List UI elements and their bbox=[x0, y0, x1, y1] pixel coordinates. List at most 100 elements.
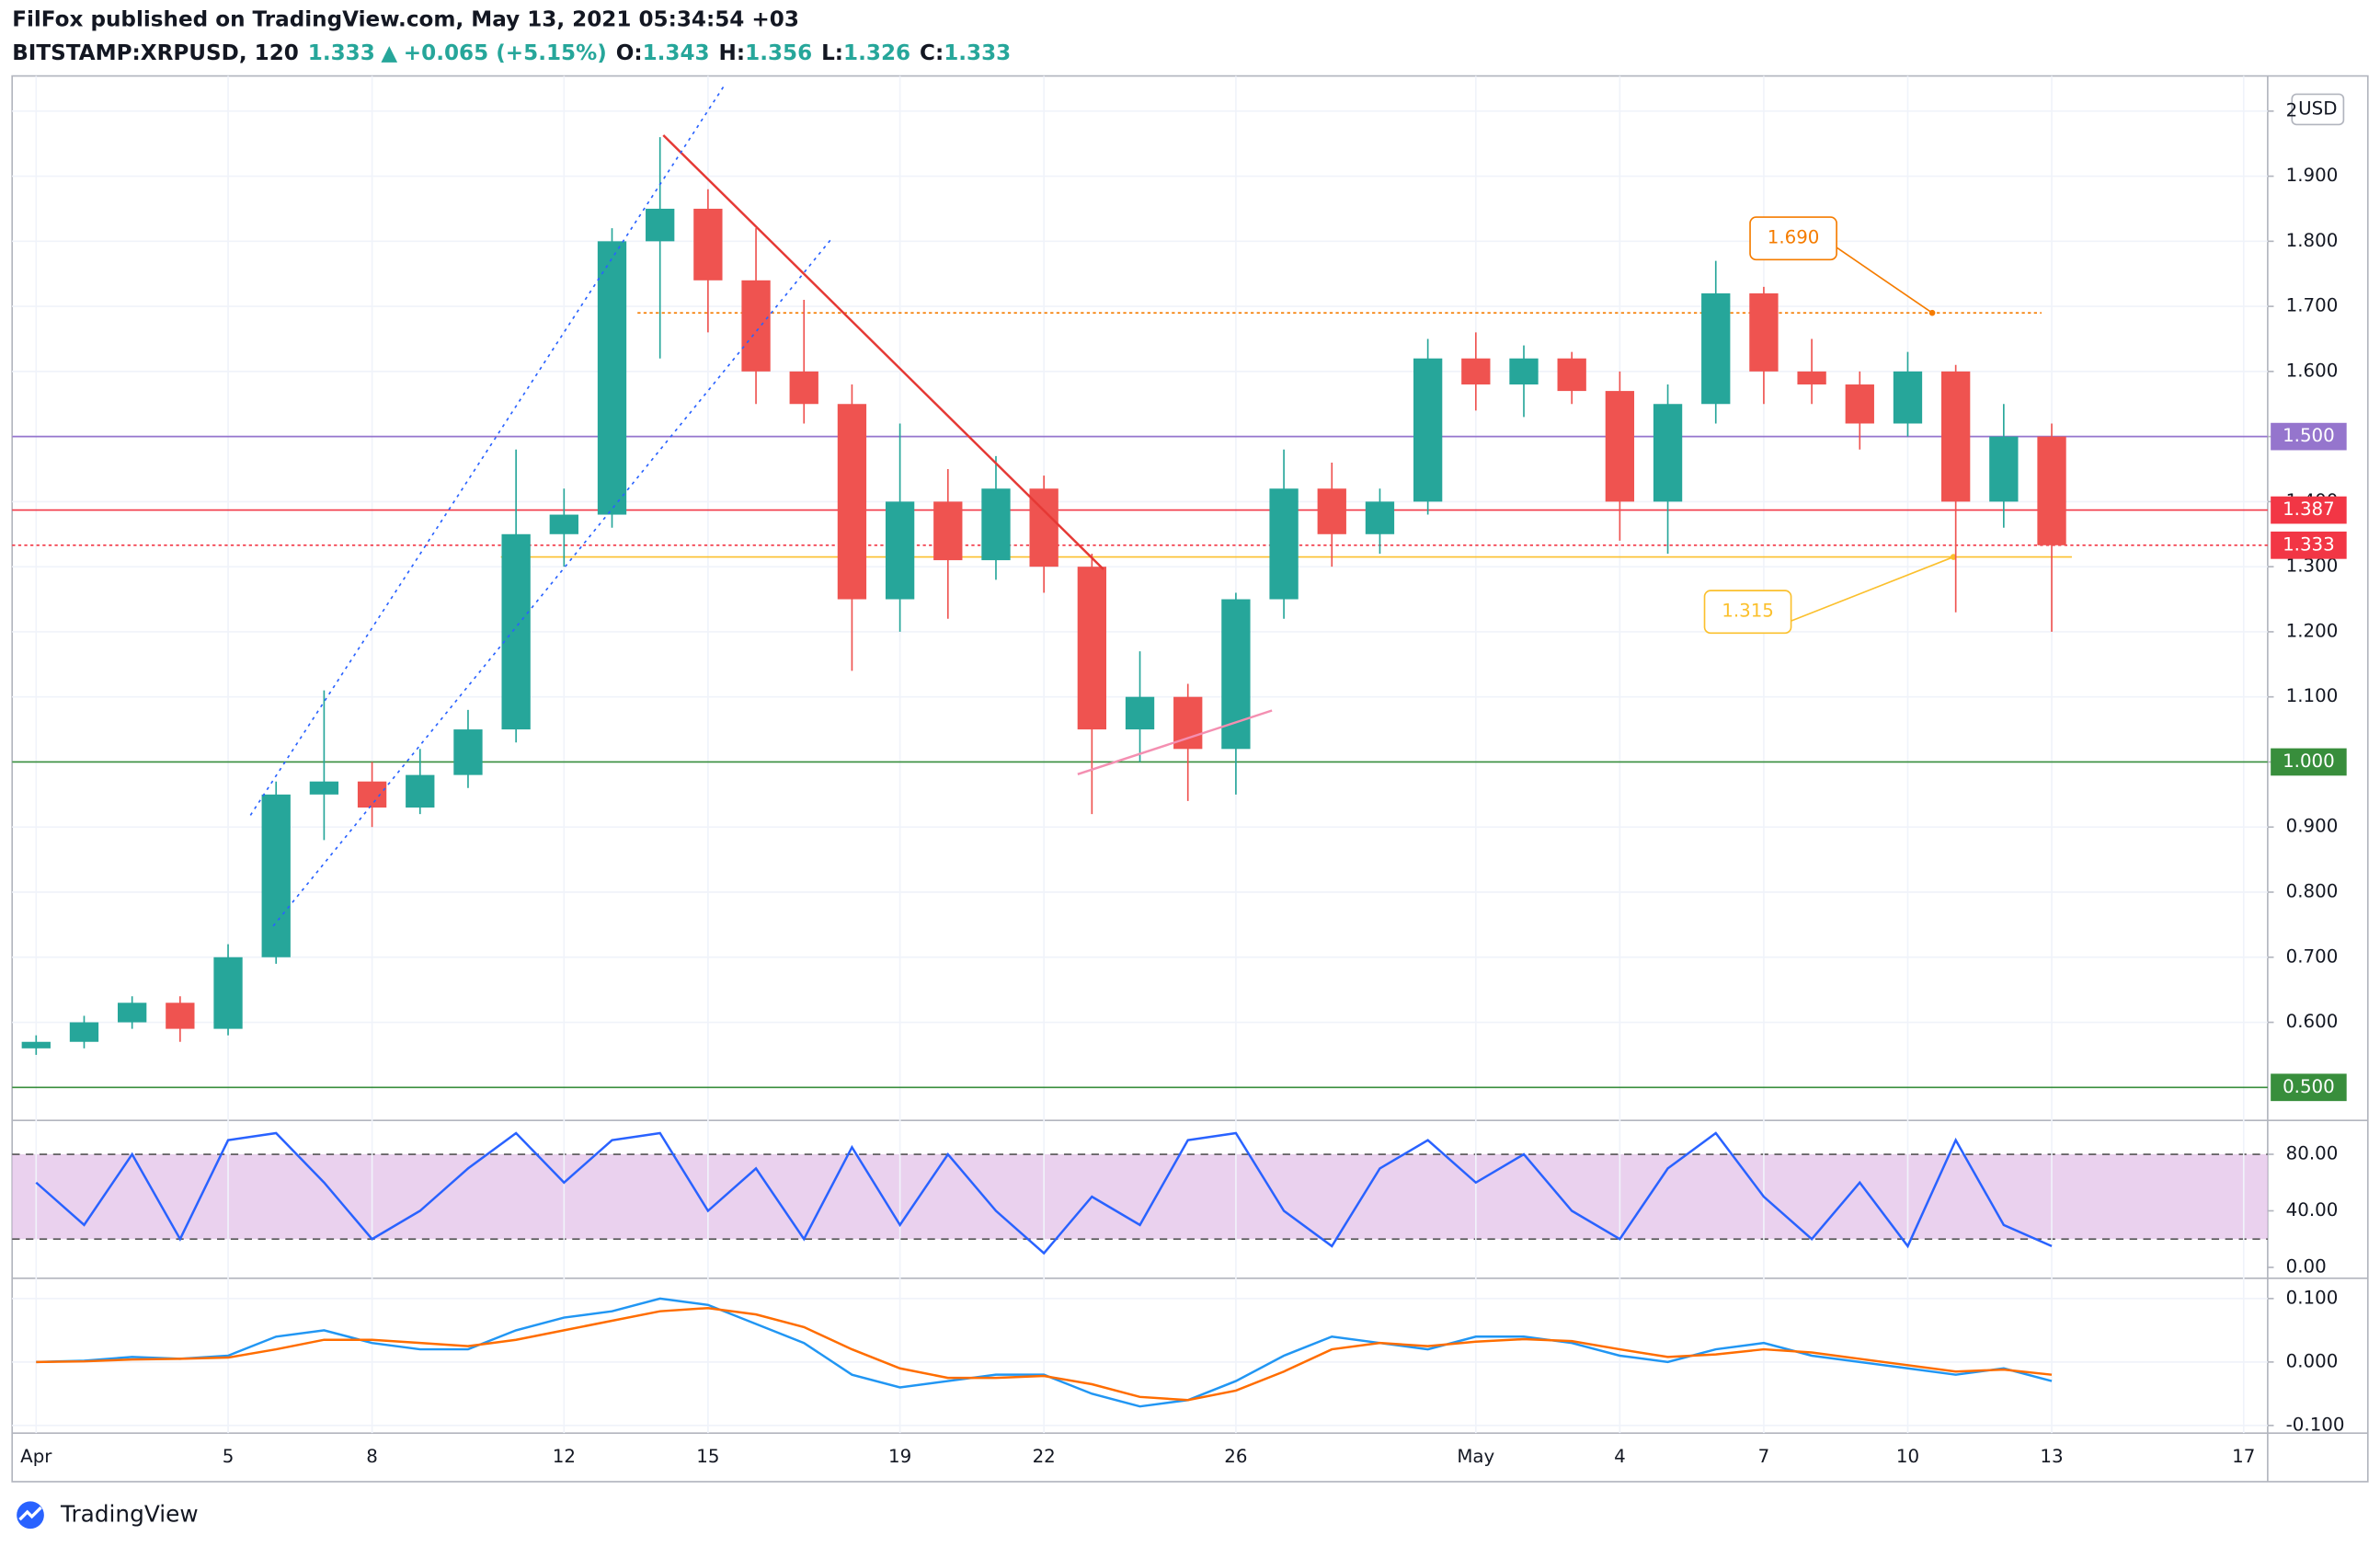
candle-body bbox=[837, 404, 867, 600]
low-value: 1.326 bbox=[843, 40, 910, 64]
close-value: 1.333 bbox=[944, 40, 1011, 64]
drawings bbox=[249, 83, 1273, 927]
candle-body bbox=[981, 488, 1011, 561]
candle-body bbox=[1269, 488, 1299, 600]
y-tick-label: 0.100 bbox=[2286, 1287, 2339, 1308]
candle-body bbox=[1221, 599, 1251, 750]
candle-body bbox=[213, 957, 243, 1029]
candle-body bbox=[21, 1041, 51, 1049]
support-line bbox=[1077, 709, 1273, 776]
candle-body bbox=[1845, 384, 1874, 424]
y-tick-label: 1.200 bbox=[2286, 620, 2339, 641]
high-value: 1.356 bbox=[745, 40, 812, 64]
candle-body bbox=[597, 241, 627, 515]
y-tick-label: -0.100 bbox=[2286, 1414, 2345, 1435]
candle-body bbox=[501, 533, 531, 730]
low-label: L: bbox=[821, 40, 843, 64]
candle-body bbox=[1797, 371, 1826, 385]
callout-box bbox=[1703, 590, 1792, 635]
currency: USD bbox=[2298, 97, 2337, 119]
candle-body bbox=[2037, 436, 2066, 545]
candle-body bbox=[1365, 501, 1395, 534]
symbol-line: BITSTAMP:XRPUSD, 120 1.333 ▲ +0.065 (+5.15%… bbox=[12, 40, 1011, 64]
x-tick-label: 26 bbox=[1224, 1446, 1247, 1467]
candle-body bbox=[1509, 358, 1539, 385]
x-tick-label: 4 bbox=[1614, 1446, 1626, 1467]
stoch-line bbox=[35, 1131, 2053, 1255]
candle-body bbox=[1605, 391, 1635, 502]
x-tick-label: 7 bbox=[1758, 1446, 1770, 1467]
x-tick-label: May bbox=[1457, 1446, 1494, 1467]
macd-line bbox=[36, 1297, 2053, 1408]
level-tag bbox=[2271, 531, 2347, 559]
candle-body bbox=[1317, 488, 1346, 534]
callout-leader bbox=[1836, 246, 1933, 314]
close-label: C: bbox=[920, 40, 944, 64]
footer-brand: TradingView bbox=[60, 1500, 199, 1527]
x-tick-label: 10 bbox=[1896, 1446, 1919, 1467]
y-tick-label: 0.00 bbox=[2286, 1255, 2327, 1277]
last-price: 1.333 bbox=[308, 40, 375, 64]
x-tick-label: 19 bbox=[888, 1446, 911, 1467]
byline-text: FilFox published on TradingView.com, May… bbox=[12, 7, 799, 31]
level-tag-label: 0.500 bbox=[2283, 1076, 2335, 1097]
candle-body bbox=[1989, 436, 2019, 502]
signal-line bbox=[36, 1306, 2053, 1402]
candle-body bbox=[1557, 358, 1586, 392]
chart-frame bbox=[11, 74, 2369, 1483]
y-tick-label: 0.700 bbox=[2286, 945, 2339, 967]
candle-body bbox=[406, 774, 435, 808]
open-value: 1.343 bbox=[643, 40, 710, 64]
change-arrow: ▲ bbox=[381, 40, 397, 64]
level-tag-label: 1.000 bbox=[2283, 751, 2335, 772]
candle-body bbox=[261, 794, 291, 957]
candle-body bbox=[1125, 696, 1155, 730]
y-tick-label: 1.700 bbox=[2286, 295, 2339, 316]
candle-body bbox=[309, 781, 339, 795]
candle-body bbox=[166, 1003, 195, 1029]
candle-body bbox=[1701, 292, 1731, 405]
y-tick-label: 0.800 bbox=[2286, 880, 2339, 901]
currency-button[interactable] bbox=[2291, 93, 2345, 126]
change: +0.065 (+5.15%) bbox=[404, 40, 607, 64]
x-tick-label: 5 bbox=[223, 1446, 235, 1467]
y-tick-label: 1.300 bbox=[2286, 556, 2339, 577]
level-tag bbox=[2271, 1073, 2347, 1102]
candle-body bbox=[1893, 371, 1923, 424]
trend-line bbox=[662, 134, 1104, 570]
candle-body bbox=[453, 729, 483, 775]
y-tick-label: 0.600 bbox=[2286, 1011, 2339, 1032]
candle-body bbox=[1653, 404, 1683, 502]
y-tick-label: 0.000 bbox=[2286, 1350, 2339, 1371]
candle-body bbox=[1461, 358, 1491, 385]
callout-box bbox=[1749, 216, 1837, 261]
candle-body bbox=[1749, 292, 1779, 372]
candle-body bbox=[1413, 358, 1443, 502]
x-tick-label: Apr bbox=[20, 1446, 52, 1467]
y-tick-label: 2 bbox=[2286, 99, 2298, 120]
channel-line bbox=[272, 237, 833, 927]
x-tick-label: 12 bbox=[553, 1446, 576, 1467]
level-tag-label: 1.333 bbox=[2283, 533, 2335, 555]
callout-label: 1.315 bbox=[1722, 601, 1774, 622]
level-tag-label: 1.387 bbox=[2283, 498, 2335, 520]
y-tick-label: 80.00 bbox=[2286, 1143, 2339, 1164]
y-tick-label: 1.800 bbox=[2286, 230, 2339, 251]
open-label: O: bbox=[616, 40, 643, 64]
x-tick-label: 17 bbox=[2232, 1446, 2255, 1467]
y-tick-label: 0.900 bbox=[2286, 816, 2339, 837]
x-tick-label: 22 bbox=[1033, 1446, 1056, 1467]
candle-body bbox=[1941, 371, 1971, 502]
callout-anchor bbox=[1928, 309, 1936, 316]
candle-body bbox=[885, 501, 915, 600]
y-tick-label: 1.900 bbox=[2286, 165, 2339, 186]
y-tick-label: 40.00 bbox=[2286, 1199, 2339, 1220]
byline: FilFox published on TradingView.com, May… bbox=[12, 7, 799, 31]
candle-body bbox=[933, 501, 963, 561]
candle-body bbox=[646, 208, 675, 242]
footer-logo bbox=[17, 1501, 44, 1530]
level-tag-label: 1.500 bbox=[2283, 425, 2335, 446]
level-tag bbox=[2271, 748, 2347, 776]
